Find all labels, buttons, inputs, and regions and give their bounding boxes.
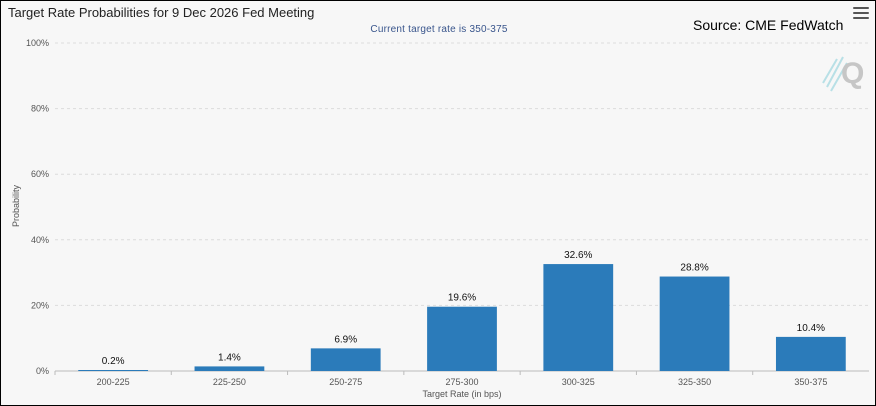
y-tick-label: 0% xyxy=(36,366,49,376)
y-axis: 0% 20% 40% 60% 80% 100% xyxy=(26,38,49,376)
data-label-325-350: 28.8% xyxy=(680,263,708,274)
y-tick-label: 100% xyxy=(26,38,49,48)
y-tick-label: 40% xyxy=(31,235,49,245)
x-tick-label: 200-225 xyxy=(97,377,130,387)
data-label-350-375: 10.4% xyxy=(797,323,825,334)
bar-250-275[interactable] xyxy=(310,348,381,371)
bar-225-250[interactable] xyxy=(194,366,265,371)
x-tick-label: 325-350 xyxy=(678,377,711,387)
y-tick-label: 60% xyxy=(31,169,49,179)
y-tick-label: 20% xyxy=(31,300,49,310)
hamburger-menu-icon[interactable] xyxy=(853,7,869,21)
bar-200-225[interactable] xyxy=(78,370,149,371)
data-label-250-275: 6.9% xyxy=(334,334,357,345)
data-labels: 0.2% 1.4% 6.9% 19.6% 32.6% 28.8% 10.4% xyxy=(102,250,825,367)
data-label-200-225: 0.2% xyxy=(102,356,125,367)
bar-350-375[interactable] xyxy=(775,336,846,371)
bar-300-325[interactable] xyxy=(543,264,614,371)
chart-title: Target Rate Probabilities for 9 Dec 2026… xyxy=(8,5,315,20)
x-axis-title: Target Rate (in bps) xyxy=(422,389,501,399)
x-axis: 200-225 225-250 250-275 275-300 300-325 325-3… xyxy=(54,371,827,387)
chart-subtitle: Current target rate is 350-375 xyxy=(370,24,508,35)
x-tick-label: 225-250 xyxy=(213,377,246,387)
x-tick-label: 300-325 xyxy=(562,377,595,387)
x-tick-label: 275-300 xyxy=(445,377,478,387)
svg-text:Q: Q xyxy=(841,57,864,90)
bar-325-350[interactable] xyxy=(659,276,730,371)
q-logo-icon: Q xyxy=(822,56,864,92)
x-tick-label: 250-275 xyxy=(329,377,362,387)
bars xyxy=(78,264,846,371)
y-tick-label: 80% xyxy=(31,104,49,114)
data-label-275-300: 19.6% xyxy=(448,293,476,304)
bar-275-300[interactable] xyxy=(427,306,497,371)
source-annotation: Source: CME FedWatch xyxy=(693,17,844,33)
data-label-300-325: 32.6% xyxy=(564,250,592,261)
data-label-225-250: 1.4% xyxy=(218,352,241,363)
y-axis-title: Probability xyxy=(11,184,21,227)
x-tick-label: 350-375 xyxy=(794,377,827,387)
